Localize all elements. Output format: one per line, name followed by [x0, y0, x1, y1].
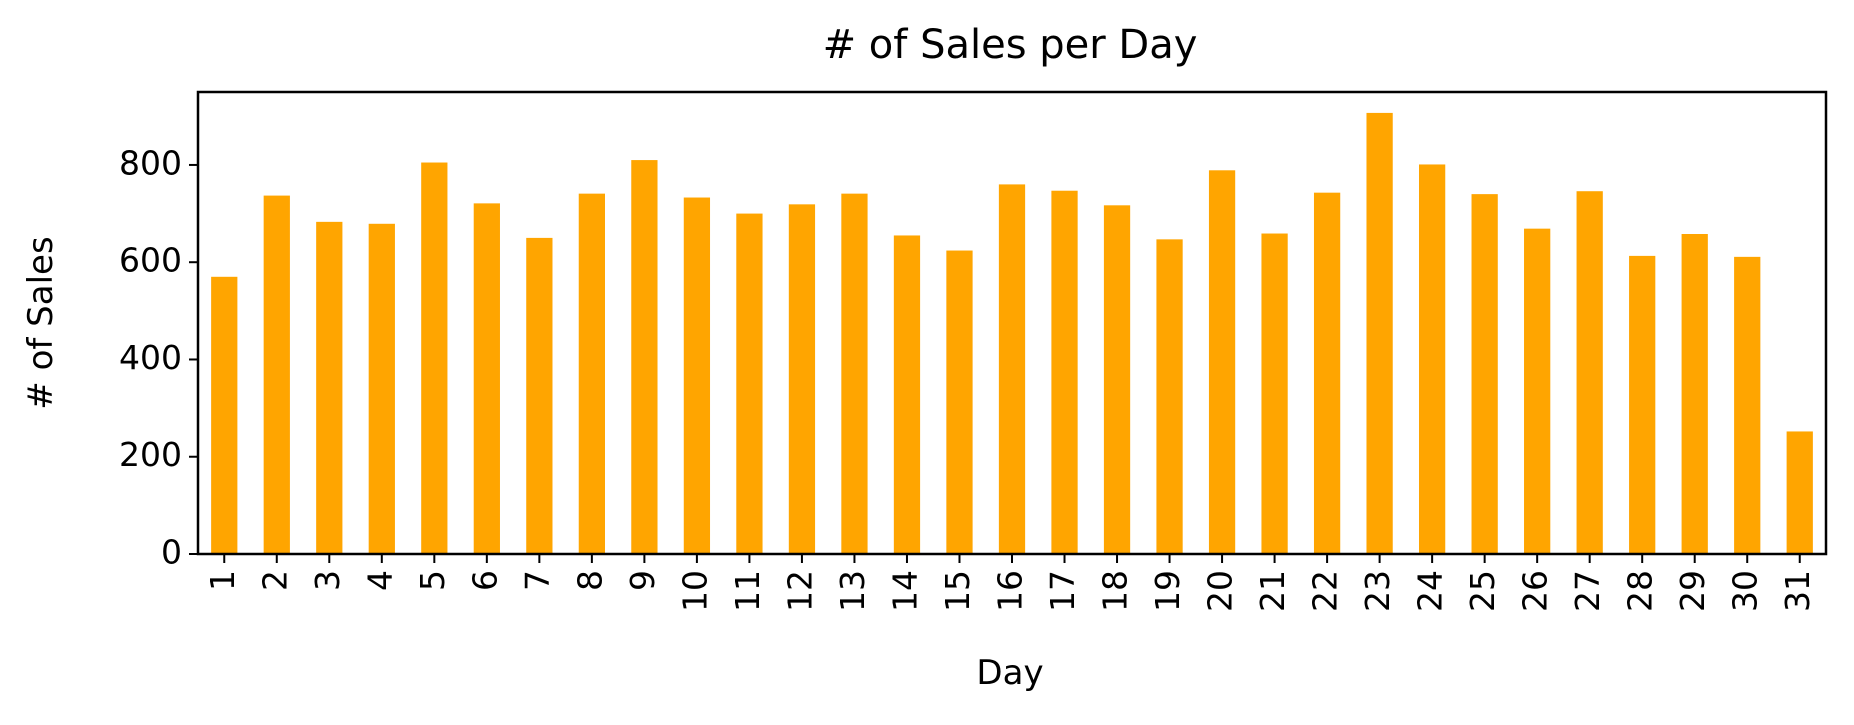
bar-day-7 [526, 237, 553, 554]
bars-layer [211, 112, 1813, 555]
bar-day-28 [1629, 255, 1656, 554]
x-tick-label: 3 [308, 570, 347, 591]
bar-day-27 [1576, 191, 1603, 554]
bar-day-6 [473, 203, 500, 554]
bar-day-5 [421, 162, 448, 554]
y-tick-label: 200 [119, 435, 182, 474]
x-tick-label: 16 [991, 570, 1030, 612]
x-tick-label: 5 [413, 570, 452, 591]
x-tick-label: 9 [623, 570, 662, 591]
x-ticks-layer: 1 2 3 4 5 6 7 8 9 10 11 12 13 14 15 16 17 18 19 20 21 22 23 24 2… [203, 554, 1817, 612]
bar-day-3 [316, 221, 343, 554]
bar-day-21 [1261, 233, 1288, 554]
x-tick-label: 17 [1043, 570, 1082, 612]
y-tick-label: 600 [119, 241, 182, 280]
x-tick-label: 21 [1253, 570, 1292, 612]
y-tick-label: 400 [119, 338, 182, 377]
bar-day-29 [1681, 234, 1708, 554]
bar-day-25 [1471, 194, 1498, 554]
bar-day-20 [1208, 170, 1236, 555]
x-tick-label: 15 [938, 570, 977, 612]
bar-day-2 [263, 195, 290, 554]
bar-day-31 [1786, 431, 1813, 554]
x-tick-label: 10 [675, 570, 714, 612]
bar-day-30 [1734, 256, 1761, 554]
x-tick-label: 8 [570, 570, 609, 591]
x-tick-label: 13 [833, 570, 872, 612]
bar-day-23 [1366, 112, 1393, 554]
y-axis-label: # of Sales [21, 236, 61, 409]
bar-day-19 [1156, 239, 1183, 554]
plot-frame [196, 90, 1828, 556]
x-tick-label: 4 [360, 570, 399, 591]
y-tick-label: 800 [119, 143, 182, 182]
y-ticks-layer: 0 200 400 600 800 [119, 143, 198, 572]
x-tick-label: 6 [465, 570, 504, 591]
x-tick-label: 28 [1621, 570, 1660, 612]
x-tick-label: 14 [885, 570, 924, 612]
x-tick-label: 7 [518, 570, 557, 591]
x-tick-label: 26 [1516, 570, 1555, 612]
x-tick-label: 18 [1096, 570, 1135, 612]
x-tick-label: 11 [728, 570, 767, 612]
x-tick-label: 31 [1778, 570, 1817, 612]
y-tick-label: 0 [161, 533, 182, 572]
bar-day-24 [1419, 164, 1446, 554]
x-tick-label: 1 [203, 570, 242, 591]
bar-day-10 [683, 197, 711, 554]
bar-day-16 [998, 184, 1026, 554]
bar-day-13 [841, 193, 868, 554]
bar-day-8 [578, 193, 605, 554]
x-tick-label: 20 [1201, 570, 1240, 612]
bar-day-1 [211, 276, 238, 554]
x-axis-label: Day [976, 653, 1043, 693]
x-tick-label: 29 [1673, 570, 1712, 612]
x-tick-label: 22 [1306, 570, 1345, 612]
x-tick-label: 2 [255, 570, 294, 591]
bar-day-26 [1524, 228, 1551, 554]
bar-day-17 [1051, 190, 1078, 554]
bar-day-9 [631, 160, 658, 554]
x-tick-label: 30 [1726, 570, 1765, 612]
x-tick-label: 19 [1148, 570, 1187, 612]
bar-day-11 [736, 213, 763, 554]
x-tick-label: 24 [1411, 570, 1450, 612]
x-tick-label: 23 [1358, 570, 1397, 612]
bar-day-14 [893, 235, 921, 554]
bar-day-22 [1313, 192, 1341, 555]
x-tick-label: 27 [1568, 570, 1607, 612]
bar-day-15 [946, 250, 973, 555]
bar-day-18 [1103, 205, 1131, 554]
x-tick-label: 25 [1463, 570, 1502, 612]
x-tick-label: 12 [780, 570, 819, 612]
bar-day-4 [368, 223, 395, 555]
bar-day-12 [788, 204, 816, 554]
chart-title: # of Sales per Day [823, 22, 1198, 68]
